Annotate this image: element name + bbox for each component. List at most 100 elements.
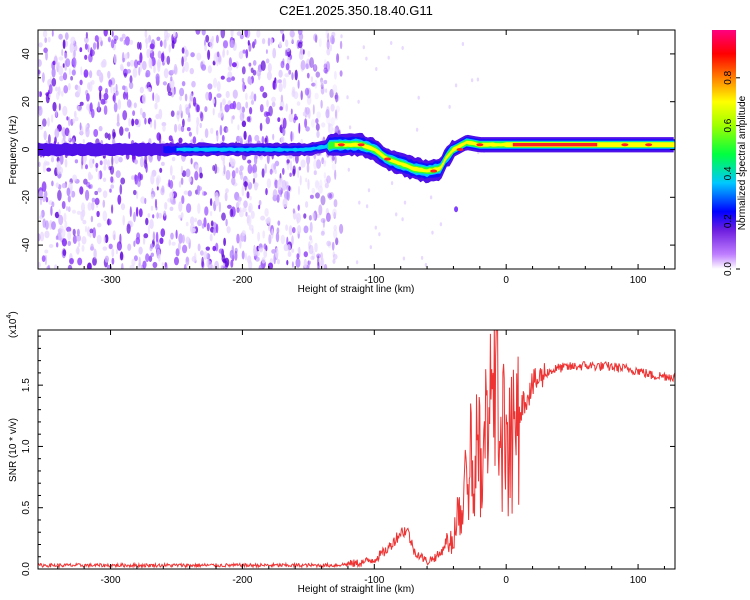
- noise-speckle: [133, 59, 139, 69]
- noise-speckle: [285, 39, 289, 48]
- noise-speckle: [415, 127, 419, 132]
- noise-speckle: [316, 111, 321, 119]
- noise-speckle: [119, 37, 124, 42]
- noise-speckle: [320, 77, 324, 83]
- isolated-blob: [454, 206, 459, 213]
- x-tick-label: -100: [364, 275, 384, 286]
- noise-speckle: [266, 153, 270, 165]
- noise-speckle: [70, 36, 76, 45]
- colorbar: 0.0 0.2 0.4 0.6 0.8 Normalized spectral ampl…: [712, 30, 748, 276]
- noise-speckle: [374, 225, 377, 230]
- noise-speckle: [38, 42, 43, 48]
- noise-speckle: [236, 31, 242, 36]
- noise-speckle: [138, 66, 141, 76]
- noise-speckle: [109, 188, 112, 193]
- ridge-peak: [430, 169, 438, 173]
- noise-speckle: [286, 56, 291, 65]
- noise-speckle: [243, 181, 249, 187]
- y-tick-label: -20: [21, 190, 32, 205]
- noise-speckle: [226, 127, 229, 133]
- noise-speckle: [92, 158, 95, 164]
- noise-speckle: [177, 123, 182, 132]
- noise-speckle: [270, 38, 273, 45]
- ridge-peak: [383, 157, 391, 161]
- noise-speckle: [197, 219, 203, 227]
- noise-speckle: [76, 228, 80, 237]
- noise-speckle: [259, 247, 264, 253]
- noise-speckle: [306, 163, 310, 173]
- noise-speckle: [248, 202, 253, 213]
- noise-speckle: [312, 104, 315, 115]
- noise-speckle: [461, 42, 465, 46]
- noise-speckle: [253, 93, 257, 102]
- noise-speckle: [215, 34, 219, 44]
- noise-speckle: [171, 241, 176, 246]
- noise-speckle: [315, 213, 321, 219]
- noise-speckle: [149, 219, 154, 230]
- noise-speckle: [147, 213, 151, 218]
- noise-speckle: [69, 42, 74, 53]
- noise-speckle: [212, 98, 216, 104]
- noise-speckle: [308, 241, 311, 250]
- noise-speckle: [223, 237, 227, 247]
- noise-speckle: [87, 202, 92, 211]
- snr-scale-base: (x10: [8, 318, 19, 338]
- noise-speckle: [282, 167, 285, 175]
- noise-speckle: [320, 230, 325, 236]
- noise-speckle: [144, 197, 147, 205]
- noise-speckle: [136, 178, 141, 188]
- noise-speckle: [128, 81, 134, 90]
- noise-speckle: [170, 76, 173, 82]
- noise-speckle: [247, 255, 252, 264]
- noise-speckle: [114, 154, 120, 165]
- noise-speckle: [272, 47, 277, 59]
- noise-speckle: [218, 248, 224, 254]
- noise-speckle: [204, 44, 208, 52]
- noise-speckle: [87, 44, 90, 53]
- noise-speckle: [280, 234, 285, 245]
- noise-speckle: [247, 159, 252, 164]
- noise-speckle: [244, 30, 248, 38]
- noise-speckle: [221, 212, 226, 221]
- noise-speckle: [48, 244, 54, 248]
- noise-speckle: [241, 77, 245, 83]
- noise-speckle: [334, 116, 339, 121]
- noise-speckle: [293, 91, 299, 100]
- colorbar-tick-label: 0.2: [723, 214, 734, 228]
- noise-speckle: [177, 242, 181, 251]
- ridge-peak: [357, 143, 365, 147]
- noise-speckle: [285, 62, 290, 71]
- noise-speckle: [142, 260, 147, 269]
- noise-speckle: [314, 79, 318, 89]
- noise-speckle: [339, 223, 344, 234]
- noise-speckle: [278, 82, 283, 93]
- noise-speckle: [190, 52, 195, 58]
- noise-speckle: [156, 186, 159, 191]
- noise-speckle: [200, 250, 204, 256]
- noise-speckle: [102, 190, 108, 199]
- noise-speckle: [420, 255, 424, 260]
- noise-speckle: [52, 101, 57, 112]
- noise-speckle: [346, 95, 349, 100]
- noise-speckle: [56, 164, 60, 176]
- noise-speckle: [241, 66, 246, 75]
- noise-speckle: [113, 102, 118, 113]
- noise-speckle: [252, 164, 257, 174]
- noise-speckle: [58, 209, 61, 216]
- noise-speckle: [42, 218, 46, 228]
- noise-speckle: [369, 245, 372, 250]
- noise-speckle: [100, 98, 106, 105]
- noise-speckle: [306, 155, 311, 165]
- noise-speckle: [222, 157, 225, 167]
- noise-speckle: [276, 227, 280, 234]
- noise-speckle: [129, 59, 135, 67]
- noise-speckle: [331, 155, 335, 162]
- noise-speckle: [229, 208, 234, 218]
- noise-speckle: [264, 137, 268, 143]
- noise-speckle: [94, 197, 100, 205]
- noise-speckle: [38, 59, 42, 67]
- noise-speckle: [164, 262, 167, 268]
- noise-speckle: [217, 55, 222, 63]
- noise-speckle: [326, 240, 332, 247]
- noise-speckle: [357, 99, 360, 104]
